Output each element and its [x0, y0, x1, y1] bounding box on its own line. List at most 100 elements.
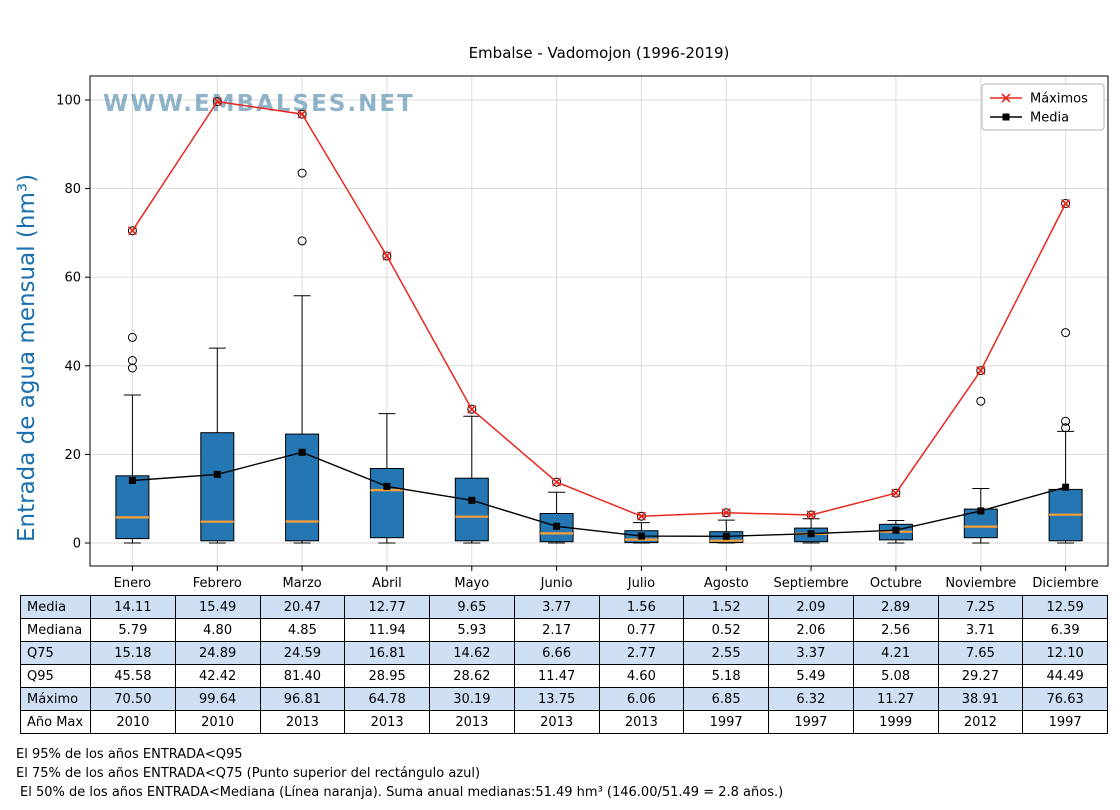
- outlier-point: [1061, 423, 1071, 433]
- y-tick-label: 100: [56, 94, 81, 109]
- table-cell: 4.21: [852, 641, 939, 665]
- x-tick-label: Octubre: [870, 576, 922, 591]
- table-cell: 2.89: [852, 595, 939, 619]
- table-cell: 6.85: [683, 687, 769, 711]
- x-tick-label: Noviembre: [945, 576, 1016, 591]
- max-marker: [891, 488, 901, 498]
- table-cell: 42.42: [174, 664, 261, 688]
- table-cell: 5.49: [768, 664, 854, 688]
- table-cell: 1997: [768, 710, 854, 734]
- x-tick-label: Septiembre: [774, 576, 849, 591]
- table-cell: 15.49: [174, 595, 261, 619]
- row-label: Mediana: [20, 618, 91, 642]
- row-label: Máximo: [20, 687, 91, 711]
- plot-background: [90, 76, 1108, 566]
- mean-marker: [722, 532, 730, 540]
- table-cell: 12.59: [1022, 595, 1108, 619]
- table-cell: 2013: [344, 710, 430, 734]
- outlier-point: [127, 356, 137, 365]
- table-cell: 28.95: [344, 664, 430, 688]
- table-cell: 6.32: [768, 687, 854, 711]
- row-label: Media: [20, 595, 91, 619]
- boxplot-chart: WWW.EMBALSES.NET 0 20 40 60 80 100 Enero Febrero…: [56, 75, 1109, 591]
- outlier-point: [1061, 328, 1071, 338]
- outlier-point: [552, 477, 562, 487]
- table-cell: 29.27: [937, 664, 1024, 688]
- table-cell: 14.62: [429, 641, 515, 665]
- table-cell: 1997: [683, 710, 769, 734]
- table-cell: 20.47: [259, 595, 346, 619]
- table-cell: 4.60: [598, 664, 685, 688]
- mean-marker: [553, 522, 561, 530]
- table-cell: 12.77: [344, 595, 430, 619]
- table-cell: 81.40: [259, 664, 346, 688]
- max-marker: [976, 366, 986, 376]
- legend-box: [981, 83, 1105, 131]
- table-cell: 6.39: [1022, 618, 1108, 642]
- max-marker: [382, 251, 392, 261]
- mean-marker: [468, 496, 476, 504]
- table-cell: 0.52: [683, 618, 769, 642]
- outlier-point: [1061, 199, 1071, 208]
- plot-border: [89, 75, 1109, 567]
- footnote-mediana: El 50% de los años ENTRADA<Mediana (Líne…: [20, 785, 784, 800]
- legend-media-label: Media: [1030, 111, 1069, 126]
- y-tick-label: 80: [64, 182, 81, 197]
- table-row: Media 14.11 15.49 20.47 12.77 9.65 3.77 1.56 1.5…: [20, 595, 1108, 619]
- max-marker: [1061, 198, 1071, 209]
- table-cell: 4.80: [174, 618, 261, 642]
- max-marker: [721, 508, 731, 518]
- footnote-q95: El 95% de los años ENTRADA<Q95: [16, 747, 243, 762]
- box: [115, 475, 150, 540]
- x-tick-label: Enero: [114, 576, 152, 591]
- max-marker: [127, 226, 137, 236]
- table-cell: 76.63: [1022, 687, 1108, 711]
- table-cell: 5.79: [90, 618, 176, 642]
- table-cell: 15.18: [90, 641, 176, 665]
- outlier-point: [1061, 416, 1071, 426]
- max-marker: [636, 511, 646, 521]
- table-cell: 13.75: [513, 687, 600, 711]
- table-cell: 11.94: [344, 618, 430, 642]
- table-cell: 5.18: [683, 664, 769, 688]
- table-row: Mediana 5.79 4.80 4.85 11.94 5.93 2.17 0.77 0.52…: [20, 618, 1108, 642]
- table-cell: 44.49: [1022, 664, 1108, 688]
- table-cell: 5.08: [852, 664, 939, 688]
- outlier-point: [127, 226, 137, 236]
- table-cell: 3.71: [937, 618, 1024, 642]
- footnotes: El 95% de los años ENTRADA<Q95 El 75% de…: [16, 747, 783, 804]
- legend-maximos-label: Máximos: [1030, 92, 1088, 107]
- box: [454, 477, 489, 542]
- table-row: Q75 15.18 24.89 24.59 16.81 14.62 6.66 2.77 2.55…: [20, 641, 1108, 665]
- x-tick-label: Marzo: [282, 576, 321, 591]
- outlier-point: [297, 168, 307, 178]
- max-marker: [297, 109, 307, 119]
- outlier-point: [467, 404, 477, 414]
- table-cell: 64.78: [344, 687, 430, 711]
- table-cell: 1997: [1022, 710, 1108, 734]
- x-tick-label: Junio: [540, 576, 573, 591]
- table-cell: 4.85: [259, 618, 346, 642]
- maximos-line: [131, 100, 1067, 517]
- table-row: Q95 45.58 42.42 81.40 28.95 28.62 11.47 4.60 5.1…: [20, 664, 1108, 688]
- table-cell: 2.77: [598, 641, 685, 665]
- table-cell: 2013: [513, 710, 600, 734]
- mean-marker: [807, 530, 815, 538]
- table-cell: 2010: [90, 710, 176, 734]
- table-cell: 2013: [429, 710, 515, 734]
- table-cell: 99.64: [174, 687, 261, 711]
- table-cell: 0.77: [598, 618, 685, 642]
- y-tick-label: 60: [64, 271, 81, 286]
- watermark: WWW.EMBALSES.NET: [103, 91, 415, 117]
- table-row: Año Max 2010 2010 2013 2013 2013 2013 2013 1997 1…: [20, 710, 1108, 734]
- x-tick-label: Julio: [627, 576, 655, 591]
- table-cell: 16.81: [344, 641, 430, 665]
- table-cell: 2013: [259, 710, 346, 734]
- table-cell: 24.59: [259, 641, 346, 665]
- table-cell: 6.06: [598, 687, 685, 711]
- table-cell: 2.56: [852, 618, 939, 642]
- row-label: Q75: [20, 641, 91, 665]
- table-cell: 14.11: [90, 595, 176, 619]
- x-tick-label: Mayo: [454, 576, 489, 591]
- table-cell: 9.65: [429, 595, 515, 619]
